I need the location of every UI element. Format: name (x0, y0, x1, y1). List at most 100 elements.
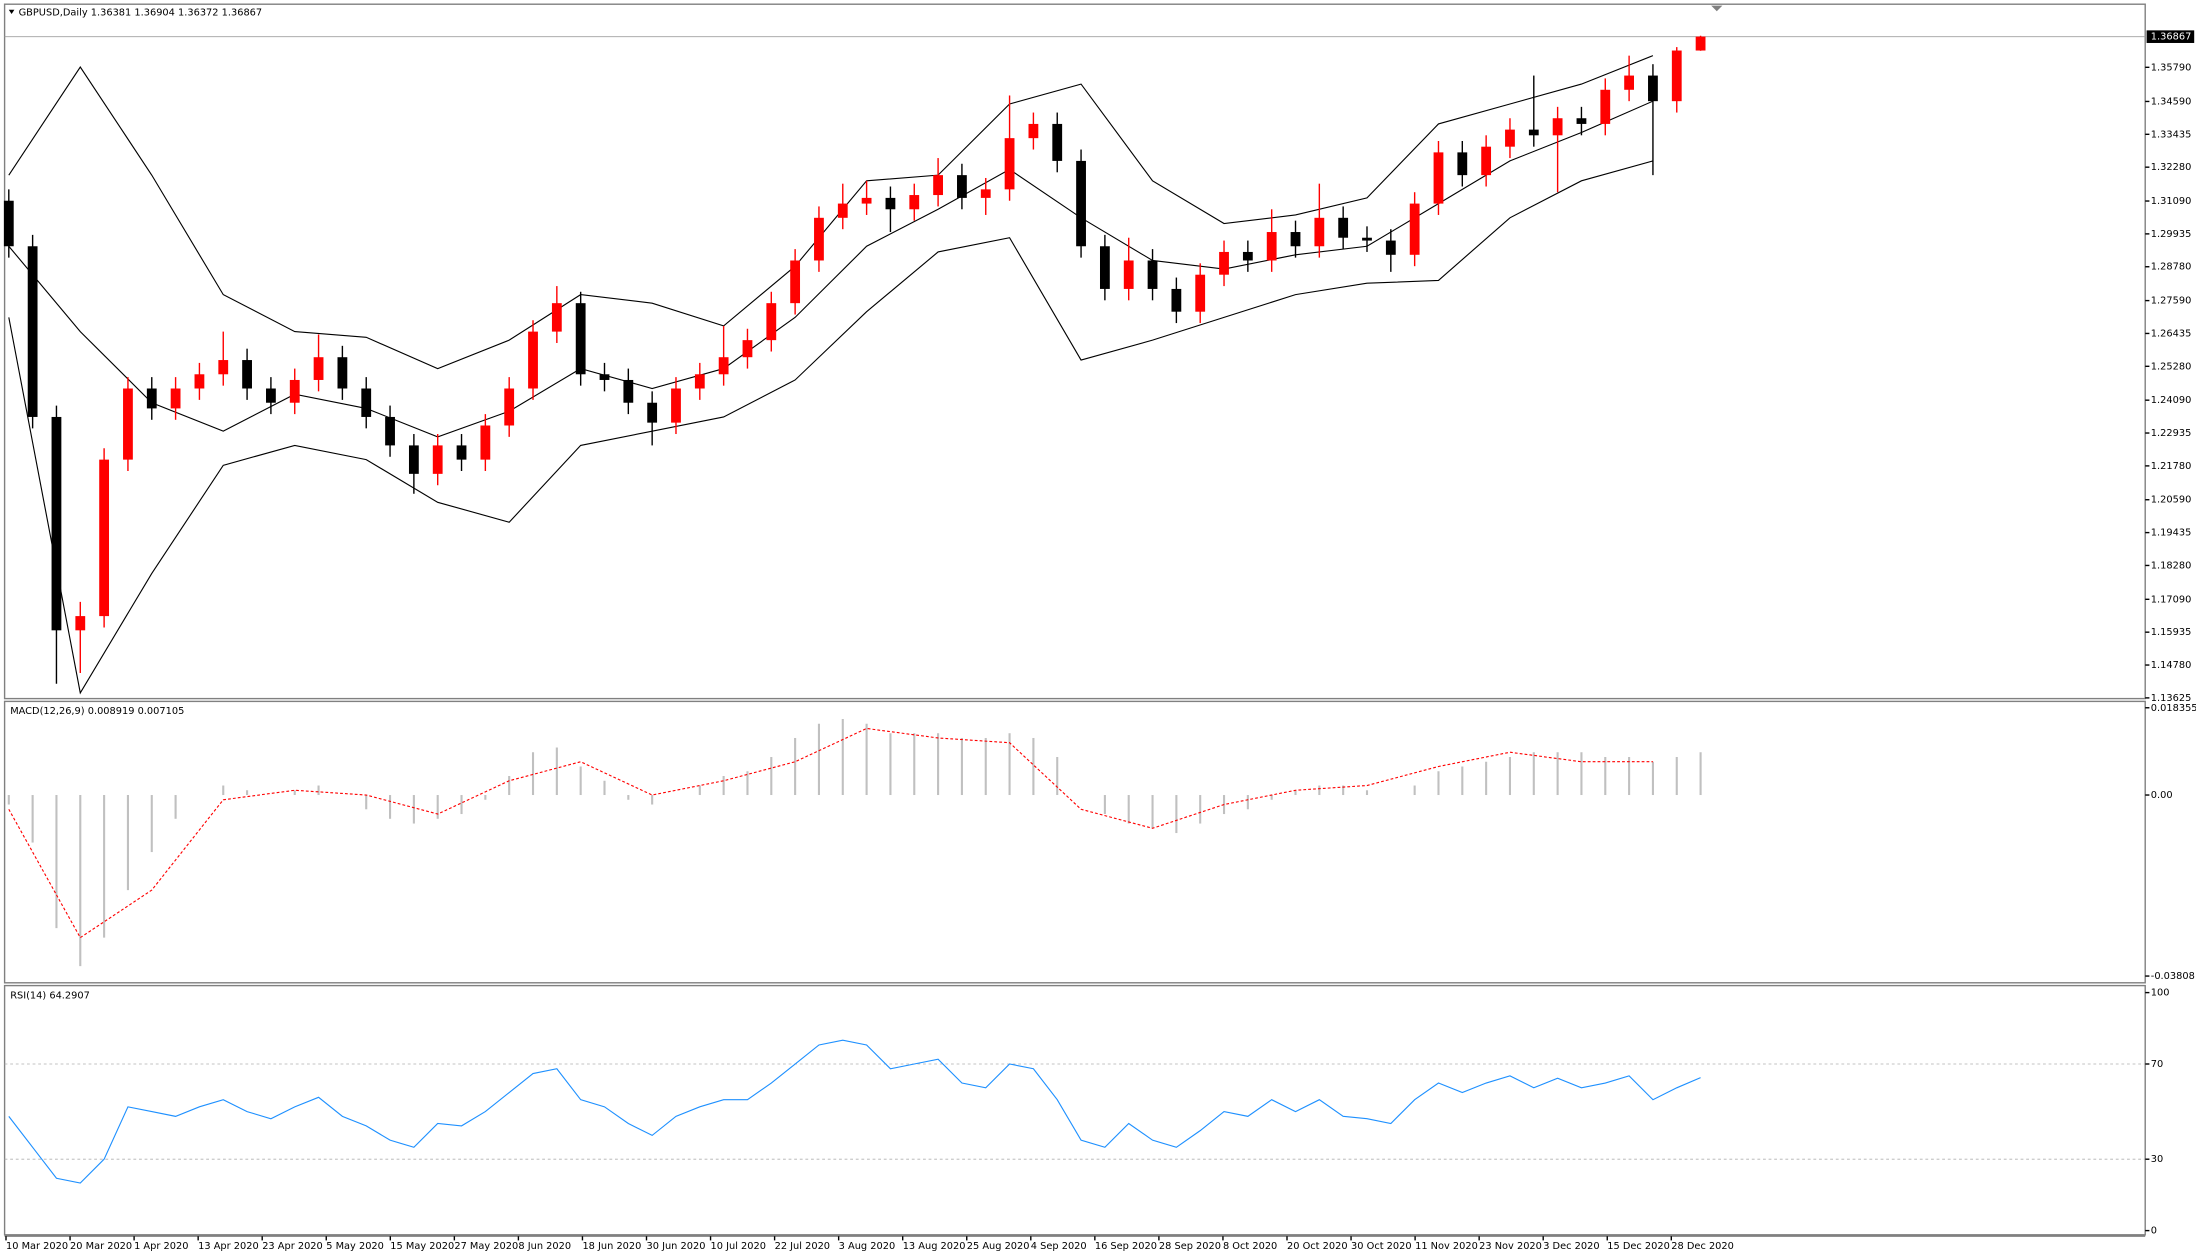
x-tick-label: 30 Jun 2020 (647, 1241, 706, 1252)
candle-body (1528, 129, 1539, 136)
candle-body (790, 260, 801, 304)
y-tick-label: 1.14780 (2151, 660, 2192, 671)
y-tick-label: 1.21780 (2151, 461, 2192, 472)
candle-body (504, 388, 515, 426)
x-tick-label: 18 Jun 2020 (582, 1241, 641, 1252)
x-tick-label: 15 Dec 2020 (1607, 1241, 1670, 1252)
candle-body (742, 340, 753, 358)
y-tick-label: 1.33435 (2151, 129, 2192, 140)
x-tick-label: 10 Mar 2020 (6, 1241, 68, 1252)
x-tick-label: 8 Oct 2020 (1223, 1241, 1277, 1252)
candle-body (1195, 274, 1206, 312)
candle-body (51, 416, 62, 631)
y-tick-label: 1.26435 (2151, 328, 2192, 339)
y-tick-label: 1.18280 (2151, 560, 2192, 571)
candle-body (1624, 75, 1635, 90)
candle-body (671, 388, 681, 423)
candle-body (980, 189, 991, 198)
y-tick-label: 1.22935 (2151, 428, 2192, 439)
candle-body (170, 388, 181, 409)
candle-body (1052, 123, 1063, 161)
y-tick-label: 70 (2151, 1059, 2163, 1070)
y-tick-label: 1.13625 (2151, 693, 2192, 704)
shift-marker[interactable] (1711, 5, 1723, 12)
candle-body (1481, 146, 1492, 176)
main-pane (3, 3, 2146, 700)
candle-body (1576, 118, 1587, 124)
candle-body (694, 374, 705, 389)
candle-body (766, 303, 777, 341)
last-price-box (2146, 30, 2195, 43)
y-tick-label: 1.31090 (2151, 196, 2192, 207)
candle-body (1385, 240, 1396, 255)
x-tick-label: 3 Dec 2020 (1543, 1241, 1599, 1252)
candle-body (861, 197, 872, 204)
macd-signal (8, 727, 1653, 939)
candle-body (1695, 36, 1706, 51)
candle-body (361, 388, 372, 417)
candle-body (528, 331, 538, 389)
candle-body (75, 616, 86, 631)
y-tick-label: -0.03808 (2151, 971, 2195, 982)
y-tick-label: 1.32280 (2151, 162, 2192, 173)
candle-body (1671, 50, 1682, 102)
candle-body (385, 416, 395, 446)
candle-body (718, 357, 729, 375)
candle-body (1648, 75, 1658, 102)
y-tick-label: 1.34590 (2151, 96, 2192, 107)
candle-body (1505, 129, 1515, 147)
candle-body (1290, 232, 1301, 247)
x-tick-label: 23 Apr 2020 (262, 1241, 323, 1252)
candle-body (289, 379, 300, 403)
candle-body (337, 357, 348, 389)
x-tick-label: 15 May 2020 (390, 1241, 454, 1252)
candle-body (1552, 118, 1563, 136)
candle-body (218, 360, 229, 375)
main-title: GBPUSD,Daily 1.36381 1.36904 1.36372 1.3… (19, 8, 263, 19)
x-tick-label: 13 Aug 2020 (903, 1241, 966, 1252)
x-tick-label: 28 Dec 2020 (1671, 1241, 1734, 1252)
candle-body (27, 246, 38, 417)
candle-body (194, 374, 205, 389)
candle-body (1099, 246, 1110, 289)
candle-body (99, 459, 110, 617)
y-tick-label: 1.28780 (2151, 262, 2192, 273)
candle-body (1004, 138, 1015, 190)
y-tick-label: 0.00 (2151, 790, 2173, 801)
macd-title: MACD(12,26,9) 0.008919 0.007105 (10, 706, 184, 717)
x-tick-label: 3 Aug 2020 (839, 1241, 896, 1252)
candle-body (647, 402, 658, 423)
x-tick-label: 30 Oct 2020 (1351, 1241, 1412, 1252)
candle-body (1409, 203, 1420, 255)
candle-body (313, 357, 324, 380)
candle-body (885, 197, 896, 210)
x-tick-label: 28 Sep 2020 (1159, 1241, 1221, 1252)
candle-body (814, 217, 824, 261)
candle-body (1314, 217, 1325, 247)
rsi-title: RSI(14) 64.2907 (10, 990, 90, 1001)
x-tick-label: 10 Jul 2020 (711, 1241, 766, 1252)
y-tick-label: 1.27590 (2151, 296, 2192, 307)
rsi-pane (3, 984, 2146, 1236)
x-tick-label: 4 Sep 2020 (1031, 1241, 1087, 1252)
macd-pane (3, 700, 2146, 984)
candle-body (1266, 232, 1277, 261)
candle-body (551, 303, 562, 332)
y-tick-label: 0.018355 (2151, 703, 2196, 714)
candle-body (1433, 152, 1444, 204)
x-tick-label: 1 Apr 2020 (134, 1241, 188, 1252)
candle-body (575, 303, 586, 375)
x-tick-label: 25 Aug 2020 (967, 1241, 1030, 1252)
y-tick-label: 1.25280 (2151, 361, 2192, 372)
candle-body (3, 200, 14, 247)
candle-body (837, 203, 848, 218)
bollinger-upper (8, 55, 1654, 370)
symbol-menu[interactable] (8, 9, 15, 14)
y-tick-label: 100 (2151, 988, 2170, 999)
y-tick-label: 1.20590 (2151, 495, 2192, 506)
candle-body (957, 175, 967, 198)
candle-body (456, 445, 467, 460)
y-tick-label: 1.19435 (2151, 528, 2192, 539)
candle-body (408, 445, 419, 474)
